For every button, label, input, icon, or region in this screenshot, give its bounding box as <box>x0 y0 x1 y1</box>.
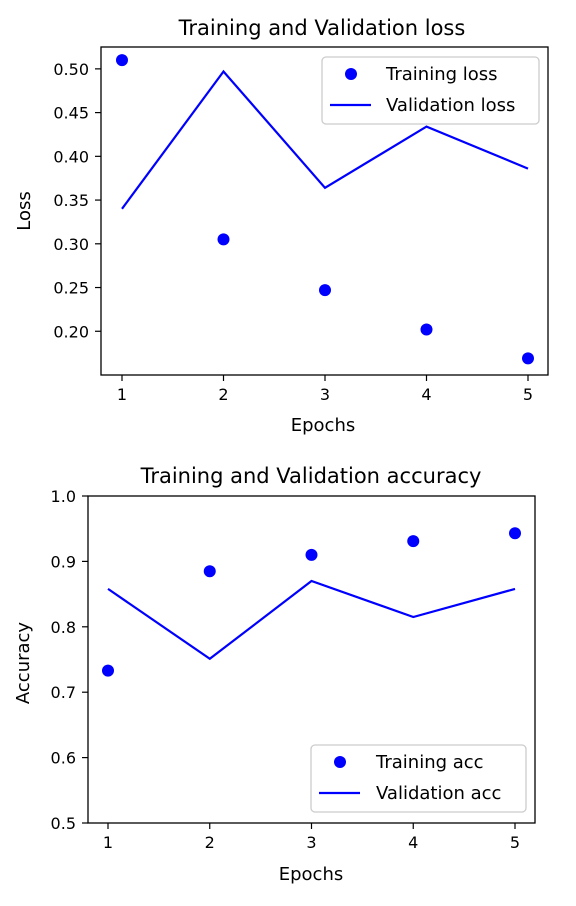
loss-chart-ytick-label: 0.30 <box>53 235 89 254</box>
loss-chart-ytick-label: 0.40 <box>53 147 89 166</box>
accuracy-chart-legend: Training acc Validation acc <box>310 744 527 813</box>
loss-chart-xtick-label: 1 <box>117 385 127 404</box>
accuracy-chart-ytick-label: 0.9 <box>51 552 76 571</box>
loss-chart-ytick-label: 0.35 <box>53 191 89 210</box>
loss-chart-ylabel: Loss <box>14 191 35 230</box>
accuracy-chart-ytick-label: 0.6 <box>51 749 76 768</box>
accuracy-chart-series-0-point <box>305 548 318 561</box>
accuracy-chart-legend-label-training: Training acc <box>375 752 484 773</box>
accuracy-chart-ytick-label: 0.5 <box>51 814 76 833</box>
loss-chart-series-0-point <box>319 284 331 297</box>
loss-chart-ytick-label: 0.20 <box>53 322 89 341</box>
accuracy-chart-legend-label-validation: Validation acc <box>376 783 501 804</box>
accuracy-chart-xtick-label: 5 <box>510 833 520 852</box>
accuracy-chart-ytick-label: 0.7 <box>51 683 76 702</box>
loss-chart-xtick-label: 3 <box>320 385 330 404</box>
accuracy-chart-series-0-point <box>509 527 521 540</box>
loss-chart-series-0-point <box>522 352 534 365</box>
loss-chart-xtick-label: 5 <box>523 385 533 404</box>
accuracy-chart-series-1-line <box>107 579 516 661</box>
accuracy-chart-title: Training and Validation accuracy <box>140 464 482 488</box>
loss-chart-ytick-label: 0.45 <box>53 104 89 123</box>
loss-chart-legend: Training loss Validation loss <box>321 56 540 125</box>
accuracy-chart-xtick-label: 4 <box>408 833 418 852</box>
accuracy-chart-plot-area: 1 2 3 4 5 0.5 0.6 0.7 0.8 0.9 1.0 <box>51 487 536 852</box>
accuracy-chart: Training and Validation accuracy Epochs … <box>13 464 536 885</box>
accuracy-chart-xtick-label: 3 <box>306 833 316 852</box>
loss-chart-series-1-line <box>121 69 529 210</box>
loss-chart-plot-area: 1 2 3 4 5 0.20 0.25 0.30 0.35 0.40 0.45 0.50 <box>53 46 549 404</box>
accuracy-chart-series-0-point <box>203 565 216 578</box>
loss-chart-legend-marker-training <box>345 68 357 80</box>
loss-chart: Training and Validation loss Epochs Loss… <box>14 16 549 436</box>
loss-chart-xtick-label: 2 <box>218 385 228 404</box>
loss-chart-legend-label-training: Training loss <box>385 64 498 85</box>
accuracy-chart-ylabel: Accuracy <box>13 622 34 705</box>
accuracy-chart-ytick-label: 0.8 <box>51 618 76 637</box>
loss-chart-legend-label-validation: Validation loss <box>386 95 515 116</box>
loss-chart-title: Training and Validation loss <box>178 16 466 40</box>
loss-chart-series-0-point <box>116 54 128 67</box>
loss-chart-xtick-label: 4 <box>421 385 431 404</box>
accuracy-chart-ytick-label: 1.0 <box>51 487 76 506</box>
loss-chart-ytick-label: 0.25 <box>53 279 89 298</box>
accuracy-chart-legend-marker-training <box>334 756 346 768</box>
loss-chart-series-0-point <box>217 233 230 246</box>
accuracy-chart-xtick-label: 1 <box>103 833 113 852</box>
accuracy-chart-legend-box <box>310 744 527 813</box>
accuracy-chart-series-0-point <box>407 535 420 548</box>
loss-chart-series-0-point <box>420 323 433 336</box>
accuracy-chart-xlabel: Epochs <box>279 864 344 885</box>
loss-chart-xlabel: Epochs <box>291 415 356 436</box>
loss-chart-legend-box <box>321 56 540 125</box>
loss-chart-ytick-label: 0.50 <box>53 60 89 79</box>
accuracy-chart-series-0-point <box>102 664 114 677</box>
accuracy-chart-xtick-label: 2 <box>205 833 215 852</box>
